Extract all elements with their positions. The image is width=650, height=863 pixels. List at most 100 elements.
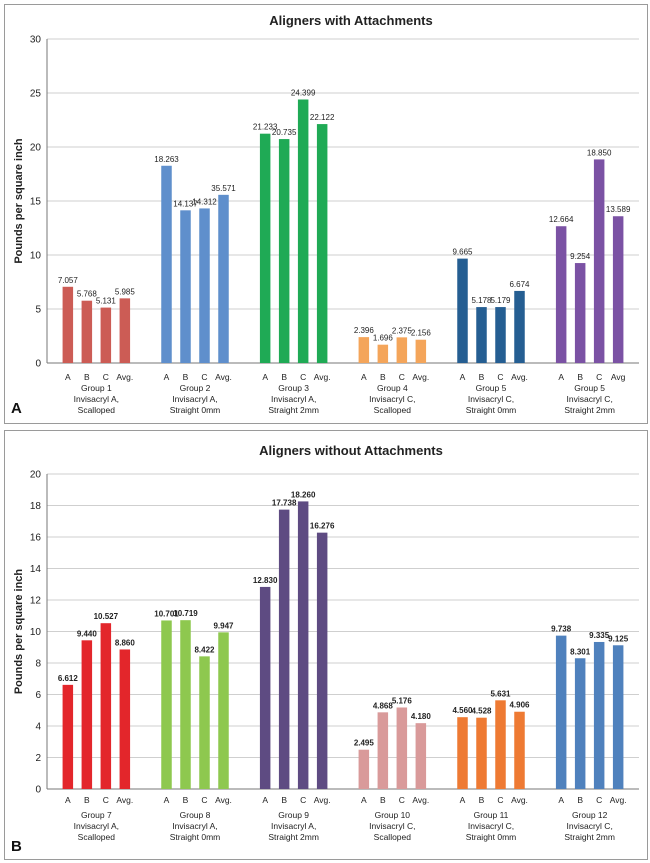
bar	[199, 208, 210, 363]
category-tick-label: B	[479, 372, 485, 382]
group-label: Group 3	[278, 383, 309, 393]
data-label: 5.176	[392, 696, 413, 705]
bar	[457, 717, 468, 789]
group-label: Group 4	[377, 383, 408, 393]
category-tick-label: C	[300, 372, 306, 382]
category-tick-label: A	[262, 795, 268, 805]
bar	[377, 712, 389, 789]
category-tick-label: Avg.	[314, 372, 331, 382]
category-tick-label: Avg	[611, 372, 626, 382]
category-tick-label: B	[84, 372, 90, 382]
y-tick-label: 10	[30, 627, 42, 638]
group-label: Group 8	[180, 810, 211, 820]
group-label: Invisacryl A,	[74, 394, 119, 404]
y-tick-label: 10	[30, 251, 42, 262]
y-tick-label: 14	[30, 564, 42, 575]
group-label: Group 5	[574, 383, 605, 393]
bar	[278, 509, 290, 789]
bar	[555, 635, 567, 789]
chart-a-svg: Aligners with Attachments 0 5 10 15 20 25 30 Pou…	[13, 13, 639, 415]
panel-label-b: B	[11, 838, 22, 855]
category-tick-label: C	[300, 795, 306, 805]
data-label: 8.860	[115, 638, 136, 647]
bar	[119, 298, 131, 363]
y-tick-label: 5	[35, 305, 41, 316]
data-label: 2.396	[354, 326, 375, 335]
category-tick-label: Avg.	[215, 372, 232, 382]
category-tick-label: B	[281, 372, 287, 382]
data-label: 8.301	[570, 647, 591, 656]
group-label: Straight 0mm	[466, 405, 517, 415]
category-tick-label: Avg.	[511, 372, 528, 382]
data-label: 5.179	[490, 296, 511, 305]
data-label: 5.631	[490, 689, 511, 698]
y-tick-label: 0	[35, 359, 41, 370]
bar	[259, 133, 271, 363]
category-tick-label: C	[201, 372, 207, 382]
group-label: Invisacryl A,	[74, 821, 119, 831]
y-tick-label: 15	[30, 197, 42, 208]
bar	[396, 337, 408, 363]
group-label: Invisacryl C,	[567, 394, 613, 404]
bar	[593, 159, 605, 363]
data-label: 10.701	[154, 609, 179, 618]
category-tick-label: C	[201, 795, 207, 805]
y-tick-label: 25	[30, 89, 42, 100]
category-tick-label: Avg.	[610, 795, 627, 805]
category-tick-label: C	[103, 795, 109, 805]
category-tick-label: A	[65, 372, 71, 382]
data-label: 9.665	[452, 248, 473, 257]
category-tick-label: A	[558, 372, 564, 382]
data-label: 13.589	[606, 205, 631, 214]
group-label: Invisacryl A,	[172, 821, 217, 831]
bar	[358, 749, 370, 789]
chart-panel-b: Aligners without Attachments 0 2 4 6 8 10 12 14 1…	[4, 430, 648, 860]
group-label: Straight 2mm	[564, 832, 615, 842]
group-label: Invisacryl A,	[271, 394, 316, 404]
chart-panel-a: Aligners with Attachments 0 5 10 15 20 25 30 Pou…	[4, 4, 648, 424]
y-tick-label: 20	[30, 470, 42, 481]
data-label: 17.738	[272, 499, 297, 508]
bar	[514, 711, 525, 789]
group-label: Invisacryl A,	[172, 394, 217, 404]
data-label: 10.719	[173, 609, 198, 618]
bar	[396, 707, 408, 789]
data-label: 9.125	[608, 634, 629, 643]
data-label: 4.868	[373, 701, 394, 710]
category-tick-label: C	[596, 372, 602, 382]
y-tick-label: 16	[30, 533, 42, 544]
y-tick-label: 0	[35, 785, 41, 796]
group-label: Straight 2mm	[268, 405, 319, 415]
category-tick-label: B	[281, 795, 287, 805]
category-tick-label: B	[479, 795, 485, 805]
data-label: 2.495	[354, 739, 375, 748]
group-label: Straight 0mm	[170, 832, 221, 842]
bar	[476, 307, 487, 363]
category-tick-label: A	[361, 795, 367, 805]
bar	[297, 99, 309, 364]
data-label: 9.254	[570, 252, 591, 261]
category-tick-label: Avg.	[511, 795, 528, 805]
bar	[358, 337, 370, 363]
data-label: 9.335	[589, 631, 610, 640]
bar	[574, 658, 586, 789]
category-tick-label: C	[596, 795, 602, 805]
category-tick-label: C	[103, 372, 109, 382]
group-label: Invisacryl C,	[567, 821, 613, 831]
y-tick-label: 8	[35, 659, 41, 670]
data-label: 10.527	[94, 612, 119, 621]
category-tick-label: B	[84, 795, 90, 805]
bar	[316, 532, 328, 789]
group-label: Scalloped	[78, 832, 116, 842]
data-label: 5.131	[96, 297, 117, 306]
data-label: 9.738	[551, 625, 572, 634]
data-label: 1.696	[373, 334, 394, 343]
data-label: 12.830	[253, 576, 278, 585]
bar	[415, 339, 427, 363]
y-tick-label: 18	[30, 501, 42, 512]
bar	[555, 226, 567, 363]
group-label: Group 7	[81, 810, 112, 820]
data-label: 5.768	[77, 290, 98, 299]
chart-b-svg: Aligners without Attachments 0 2 4 6 8 10 12 14 1…	[13, 443, 639, 842]
category-tick-label: C	[399, 795, 405, 805]
